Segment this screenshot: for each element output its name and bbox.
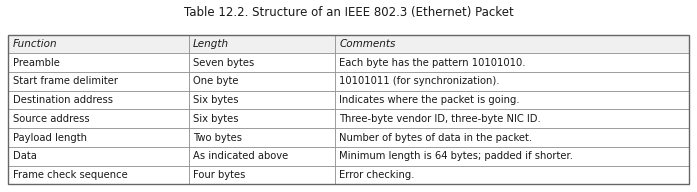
Bar: [335, 166, 689, 184]
Text: 10101011 (for synchronization).: 10101011 (for synchronization).: [339, 76, 500, 86]
Bar: [8, 166, 189, 184]
Text: Comments: Comments: [339, 39, 395, 49]
Bar: [8, 35, 689, 184]
Bar: [189, 109, 335, 128]
Text: Minimum length is 64 bytes; padded if shorter.: Minimum length is 64 bytes; padded if sh…: [339, 151, 573, 161]
Bar: [8, 53, 189, 72]
Text: Source address: Source address: [13, 114, 89, 124]
Text: Four bytes: Four bytes: [193, 170, 245, 180]
Text: Function: Function: [13, 39, 57, 49]
Text: Each byte has the pattern 10101010.: Each byte has the pattern 10101010.: [339, 58, 526, 68]
Text: Frame check sequence: Frame check sequence: [13, 170, 128, 180]
Bar: [189, 53, 335, 72]
Bar: [189, 147, 335, 166]
Text: Six bytes: Six bytes: [193, 95, 238, 105]
Bar: [335, 128, 689, 147]
Text: Two bytes: Two bytes: [193, 132, 242, 142]
Bar: [335, 109, 689, 128]
Bar: [335, 147, 689, 166]
Text: As indicated above: As indicated above: [193, 151, 288, 161]
Text: Length: Length: [193, 39, 229, 49]
Bar: [189, 91, 335, 109]
Bar: [189, 166, 335, 184]
Text: Payload length: Payload length: [13, 132, 86, 142]
Text: Three-byte vendor ID, three-byte NIC ID.: Three-byte vendor ID, three-byte NIC ID.: [339, 114, 541, 124]
Bar: [335, 72, 689, 91]
Bar: [8, 35, 189, 53]
Text: Number of bytes of data in the packet.: Number of bytes of data in the packet.: [339, 132, 533, 142]
Text: Start frame delimiter: Start frame delimiter: [13, 76, 118, 86]
Text: Data: Data: [13, 151, 36, 161]
Text: Error checking.: Error checking.: [339, 170, 415, 180]
Text: Six bytes: Six bytes: [193, 114, 238, 124]
Text: Indicates where the packet is going.: Indicates where the packet is going.: [339, 95, 520, 105]
Text: Destination address: Destination address: [13, 95, 112, 105]
Bar: [8, 147, 189, 166]
Bar: [335, 53, 689, 72]
Text: Preamble: Preamble: [13, 58, 59, 68]
Bar: [335, 91, 689, 109]
Bar: [8, 128, 189, 147]
Bar: [189, 128, 335, 147]
Text: Table 12.2. Structure of an IEEE 802.3 (Ethernet) Packet: Table 12.2. Structure of an IEEE 802.3 (…: [183, 6, 514, 19]
Bar: [8, 72, 189, 91]
Bar: [189, 72, 335, 91]
Bar: [8, 91, 189, 109]
Bar: [189, 35, 335, 53]
Bar: [335, 35, 689, 53]
Bar: [8, 109, 189, 128]
Text: Seven bytes: Seven bytes: [193, 58, 254, 68]
Text: One byte: One byte: [193, 76, 238, 86]
